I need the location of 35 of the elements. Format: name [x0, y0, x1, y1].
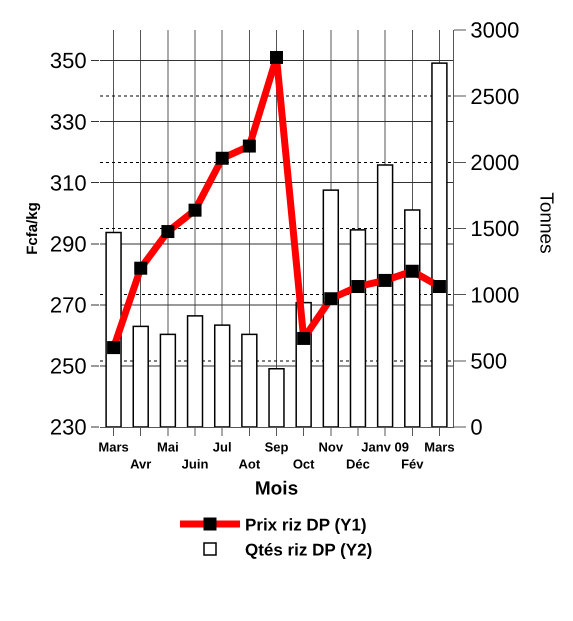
- x-tick-label: Déc: [346, 456, 370, 472]
- x-tick-label: Mai: [157, 440, 179, 455]
- x-tick-label: Jul: [212, 440, 232, 455]
- x-tick-label: Avr: [130, 456, 152, 472]
- x-tick-label: Fév: [401, 456, 424, 472]
- legend-label: Qtés riz DP (Y2): [245, 540, 372, 560]
- y-tick-label: 250: [50, 354, 87, 379]
- y2-tick-label: 3000: [470, 18, 520, 43]
- bar: [268, 368, 285, 427]
- x-tick-label: Aot: [238, 456, 261, 472]
- y-tick-label: 350: [50, 48, 87, 74]
- x-tick-label: Oct: [292, 456, 316, 472]
- y-tick-label: 270: [50, 292, 87, 318]
- x-tick-label: Janv 09: [361, 440, 409, 455]
- y-tick-label: 330: [50, 109, 87, 134]
- y2-tick-label: 2000: [470, 150, 520, 176]
- x-tick-label: Nov: [318, 440, 344, 455]
- x-axis-title: Mois: [254, 478, 298, 500]
- y-axis-title: Fcfa/kg: [24, 202, 42, 255]
- x-tick-label: Sep: [264, 440, 288, 455]
- x-tick-label: Mars: [98, 440, 129, 455]
- y2-tick-label: 1000: [470, 282, 520, 308]
- y2-tick-label: 0: [470, 414, 483, 440]
- x-tick-label: Juin: [182, 456, 208, 472]
- y-tick-label: 230: [50, 414, 87, 440]
- y2-axis-title: Tonnes: [536, 192, 557, 254]
- legend-label: Prix riz DP (Y1): [245, 516, 367, 535]
- y-tick-label: 290: [50, 231, 87, 256]
- y2-tick-label: 500: [470, 348, 508, 374]
- bar: [160, 334, 176, 427]
- x-tick-label: Mars: [424, 440, 455, 455]
- y2-tick-label: 2500: [470, 84, 520, 109]
- bar: [105, 232, 122, 427]
- y-tick-label: 310: [50, 170, 87, 196]
- y2-tick-label: 1500: [470, 216, 520, 242]
